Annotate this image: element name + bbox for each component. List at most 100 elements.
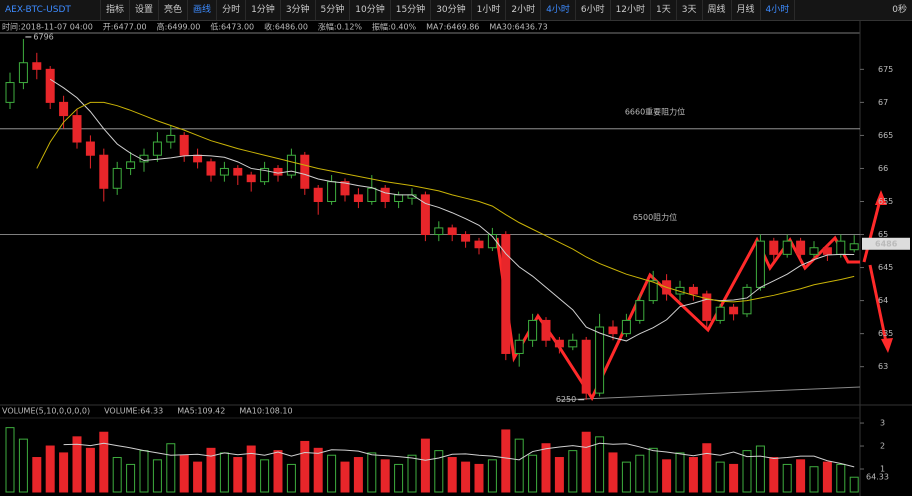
- price-tag: [862, 237, 910, 250]
- volume-bar: [568, 450, 578, 493]
- volume-bar: [755, 445, 765, 493]
- toolbar-item[interactable]: 设置: [130, 0, 160, 20]
- toolbar-item[interactable]: 亮色: [159, 0, 189, 20]
- candle-body: [59, 101, 69, 117]
- candle-body: [380, 187, 390, 202]
- candle-body: [447, 227, 457, 236]
- volume-bar: [621, 461, 631, 493]
- toolbar-item[interactable]: 1小时: [472, 0, 507, 20]
- candle-body: [286, 154, 296, 176]
- volume-bar: [59, 452, 69, 493]
- candle-body: [474, 240, 484, 249]
- candle-body: [313, 187, 323, 202]
- toolbar-item[interactable]: 4小时: [541, 0, 576, 20]
- candle-body: [809, 247, 819, 255]
- toolbar-item[interactable]: 1分钟: [246, 0, 281, 20]
- volume-bar: [380, 459, 390, 493]
- toolbar: AEX-BTC-USDT 指标 设置 亮色 画线 分时 1分钟 3分钟 5分钟 10分钟 15分钟 3…: [0, 0, 912, 21]
- y-tick-label: 2: [880, 442, 885, 451]
- toolbar-item: 0秒: [892, 5, 907, 15]
- drawing-arrowhead: [881, 338, 893, 353]
- volume-bar: [260, 459, 270, 493]
- volume-bar: [246, 445, 256, 493]
- volume-info-text: MA5:109.42: [177, 407, 225, 416]
- candle-body: [796, 240, 806, 255]
- toolbar-item[interactable]: 1天: [651, 0, 677, 20]
- volume-bar: [313, 447, 323, 493]
- volume-bar: [447, 457, 457, 493]
- toolbar-item[interactable]: AEX-BTC-USDT: [0, 0, 101, 20]
- candle-body: [635, 300, 645, 321]
- toolbar-item[interactable]: 2小时: [506, 0, 542, 20]
- candle-body: [621, 319, 631, 335]
- toolbar-item[interactable]: 10分钟: [350, 0, 391, 20]
- candle-body: [5, 82, 15, 103]
- candle-body: [327, 181, 337, 202]
- candle-body: [715, 306, 725, 321]
- toolbar-item[interactable]: 分时: [217, 0, 247, 20]
- volume-bar: [32, 457, 42, 493]
- volume-bar: [126, 463, 136, 493]
- candle-body: [514, 339, 524, 354]
- toolbar-item[interactable]: 3分钟: [281, 0, 316, 20]
- candle-body: [528, 319, 538, 341]
- drawing-arrowhead: [875, 190, 887, 205]
- toolbar-item[interactable]: 15分钟: [391, 0, 432, 20]
- volume-bar: [715, 461, 725, 493]
- trend-line: [559, 386, 861, 401]
- drawing-arrow: [862, 199, 882, 263]
- volume-bar: [206, 447, 216, 493]
- volume-bar: [394, 463, 404, 493]
- candle-body: [166, 134, 176, 143]
- volume-bar: [487, 459, 497, 493]
- candle-body: [246, 174, 256, 183]
- toolbar-item[interactable]: 5分钟: [316, 0, 351, 20]
- candle-body: [32, 62, 42, 70]
- info-text: 时间:2018-11-07 04:00: [2, 22, 93, 32]
- toolbar-item[interactable]: 4小时: [761, 0, 796, 20]
- candle-body: [675, 286, 685, 295]
- candle-body: [112, 167, 122, 189]
- volume-bar: [179, 454, 189, 493]
- toolbar-item[interactable]: 月线: [732, 0, 761, 20]
- y-tick-label: 64: [878, 296, 888, 305]
- volume-bar: [849, 476, 859, 493]
- info-text: 收:6486.00: [264, 22, 308, 32]
- volume-bar: [554, 457, 564, 493]
- drawing-arrow: [868, 264, 888, 343]
- volume-bar: [474, 463, 484, 493]
- level-label: 6660重要阻力位: [625, 106, 685, 116]
- ma-line: [63, 442, 855, 468]
- toolbar-item[interactable]: 6小时: [576, 0, 611, 20]
- y-tick-label: 1: [880, 465, 885, 474]
- candle-body: [434, 227, 444, 236]
- candle-body: [782, 240, 792, 255]
- toolbar-item[interactable]: 指标: [101, 0, 131, 20]
- candle-body: [85, 141, 95, 156]
- candle-body: [340, 181, 350, 196]
- volume-bar: [541, 443, 551, 493]
- toolbar-item[interactable]: 周线: [703, 0, 732, 20]
- candle-body: [367, 187, 377, 202]
- toolbar-item[interactable]: 3天: [677, 0, 703, 20]
- volume-bar: [809, 466, 819, 493]
- toolbar-item[interactable]: 30分钟: [431, 0, 472, 20]
- volume-bar: [85, 447, 95, 493]
- volume-bar: [434, 450, 444, 493]
- candle-body: [581, 339, 591, 394]
- volume-info-text: VOLUME(5,10,0,0,0,0): [2, 407, 90, 416]
- volume-bar: [688, 457, 698, 493]
- volume-bar: [648, 447, 658, 493]
- y-tick-label: 665: [878, 131, 893, 140]
- volume-info-text: VOLUME:64.33: [104, 407, 163, 416]
- y-tick-label: 65: [878, 230, 888, 239]
- toolbar-item[interactable]: 画线: [188, 0, 218, 20]
- volume-last-label: 64.33: [866, 473, 889, 482]
- volume-bar: [219, 452, 229, 493]
- volume-bar: [353, 457, 363, 493]
- toolbar-item[interactable]: 12小时: [611, 0, 652, 20]
- candle-body: [219, 167, 229, 176]
- volume-bar: [501, 429, 511, 493]
- level-label: 6500阻力位: [633, 212, 677, 222]
- volume-bar: [528, 454, 538, 493]
